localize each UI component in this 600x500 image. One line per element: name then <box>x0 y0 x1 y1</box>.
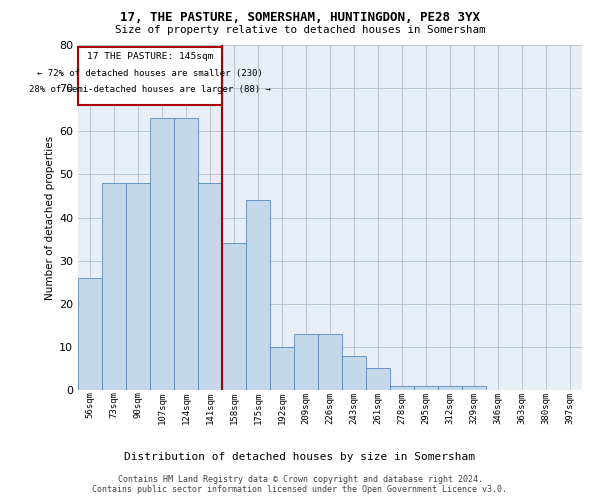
Bar <box>174 118 198 390</box>
Bar <box>342 356 366 390</box>
Y-axis label: Number of detached properties: Number of detached properties <box>45 136 55 300</box>
Text: 17 THE PASTURE: 145sqm: 17 THE PASTURE: 145sqm <box>87 52 213 62</box>
Bar <box>102 183 126 390</box>
Bar <box>222 244 246 390</box>
Bar <box>78 47 222 106</box>
Bar <box>462 386 486 390</box>
Bar <box>366 368 390 390</box>
Bar <box>390 386 414 390</box>
Text: ← 72% of detached houses are smaller (230): ← 72% of detached houses are smaller (23… <box>37 68 263 78</box>
Text: Contains HM Land Registry data © Crown copyright and database right 2024.
Contai: Contains HM Land Registry data © Crown c… <box>92 474 508 494</box>
Bar <box>126 183 150 390</box>
Text: Distribution of detached houses by size in Somersham: Distribution of detached houses by size … <box>125 452 476 462</box>
Bar <box>246 200 270 390</box>
Bar <box>198 183 222 390</box>
Bar <box>318 334 342 390</box>
Text: Size of property relative to detached houses in Somersham: Size of property relative to detached ho… <box>115 25 485 35</box>
Bar <box>270 347 294 390</box>
Bar <box>438 386 462 390</box>
Bar <box>294 334 318 390</box>
Bar <box>78 278 102 390</box>
Text: 17, THE PASTURE, SOMERSHAM, HUNTINGDON, PE28 3YX: 17, THE PASTURE, SOMERSHAM, HUNTINGDON, … <box>120 11 480 24</box>
Text: 28% of semi-detached houses are larger (88) →: 28% of semi-detached houses are larger (… <box>29 85 271 94</box>
Bar <box>150 118 174 390</box>
Bar <box>414 386 438 390</box>
